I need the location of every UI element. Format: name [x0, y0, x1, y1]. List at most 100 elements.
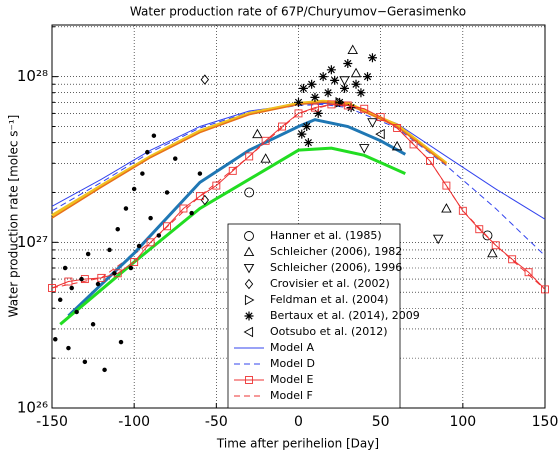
- marker: [294, 109, 303, 118]
- marker: [347, 44, 358, 54]
- marker: [244, 231, 254, 241]
- legend-label: Bertaux et al. (2014), 2009: [270, 309, 420, 322]
- marker: [376, 113, 385, 122]
- marker: [74, 309, 79, 315]
- x-tick-label: 50: [372, 414, 390, 430]
- x-tick-label: -150: [36, 414, 68, 430]
- marker: [356, 88, 366, 98]
- marker: [244, 278, 254, 290]
- marker: [97, 273, 106, 282]
- marker: [297, 129, 307, 139]
- marker: [343, 101, 352, 110]
- legend-label: Model A: [270, 341, 315, 354]
- marker: [79, 276, 84, 282]
- marker: [163, 222, 171, 231]
- marker: [244, 294, 255, 306]
- legend-label: Model F: [270, 389, 313, 402]
- marker: [508, 255, 517, 264]
- chart-title: Water production rate of 67P/Churyumov−G…: [130, 5, 466, 19]
- line: [67, 118, 407, 317]
- marker: [310, 103, 319, 112]
- marker: [107, 247, 112, 253]
- line: [51, 103, 546, 290]
- marker: [442, 181, 451, 190]
- marker: [130, 258, 139, 267]
- marker: [541, 285, 549, 294]
- marker: [244, 187, 255, 198]
- marker: [136, 243, 142, 249]
- marker: [90, 322, 96, 327]
- marker: [432, 234, 444, 245]
- x-tick-label: -50: [205, 414, 228, 430]
- marker: [335, 97, 345, 107]
- marker: [313, 108, 323, 118]
- marker: [131, 186, 137, 192]
- y-tick-label: 10²⁶: [17, 399, 48, 417]
- marker: [189, 210, 194, 216]
- marker: [146, 238, 155, 247]
- marker: [243, 326, 254, 338]
- marker: [409, 140, 418, 149]
- marker: [330, 75, 340, 85]
- x-tick-label: 0: [294, 414, 303, 430]
- marker: [360, 104, 369, 113]
- marker: [339, 76, 350, 86]
- x-tick-label: -100: [118, 414, 150, 430]
- legend-label: Model D: [270, 357, 315, 370]
- marker: [172, 156, 178, 161]
- marker: [243, 246, 255, 257]
- y-tick-label: 10²⁸: [17, 67, 48, 85]
- marker: [48, 284, 56, 292]
- marker: [323, 88, 333, 98]
- marker: [302, 122, 312, 132]
- marker: [278, 122, 287, 131]
- marker: [195, 192, 204, 201]
- legend-label: Schleicher (2006), 1982: [270, 245, 402, 258]
- line: [51, 103, 546, 257]
- marker: [212, 181, 221, 190]
- legend-label: Hanner et al. (1985): [270, 229, 382, 242]
- marker: [524, 268, 533, 277]
- marker: [318, 72, 328, 82]
- marker: [95, 281, 101, 287]
- marker: [487, 247, 498, 258]
- marker: [66, 345, 71, 351]
- marker: [326, 65, 336, 75]
- marker: [343, 59, 353, 69]
- marker: [200, 74, 210, 85]
- marker: [393, 124, 402, 132]
- marker: [307, 79, 317, 89]
- marker: [260, 153, 271, 163]
- marker: [245, 152, 254, 161]
- marker: [64, 277, 73, 286]
- marker: [391, 140, 403, 151]
- marker: [112, 271, 117, 276]
- x-axis-label: Time after perihelion [Day]: [216, 437, 379, 451]
- marker: [252, 128, 263, 139]
- legend-label: Feldman et al. (2004): [270, 293, 388, 306]
- line: [51, 99, 448, 217]
- marker: [151, 133, 157, 138]
- marker: [441, 203, 452, 213]
- marker: [243, 263, 255, 274]
- marker: [475, 225, 484, 234]
- x-tick-label: 100: [449, 414, 476, 430]
- y-axis-label: Water production rate [molec s⁻¹]: [7, 115, 21, 318]
- marker: [358, 144, 370, 154]
- line: [59, 146, 406, 326]
- y-tick-label: 10²⁷: [17, 233, 48, 251]
- marker: [102, 367, 107, 373]
- marker: [179, 204, 188, 213]
- marker: [426, 156, 434, 165]
- marker: [482, 230, 493, 241]
- marker: [115, 226, 120, 232]
- marker: [53, 336, 58, 342]
- x-tick-label: 150: [532, 414, 559, 430]
- marker: [140, 171, 145, 176]
- marker: [350, 67, 362, 78]
- legend-label: Model E: [270, 373, 314, 386]
- marker: [164, 190, 170, 195]
- marker: [123, 206, 129, 211]
- marker: [148, 215, 153, 221]
